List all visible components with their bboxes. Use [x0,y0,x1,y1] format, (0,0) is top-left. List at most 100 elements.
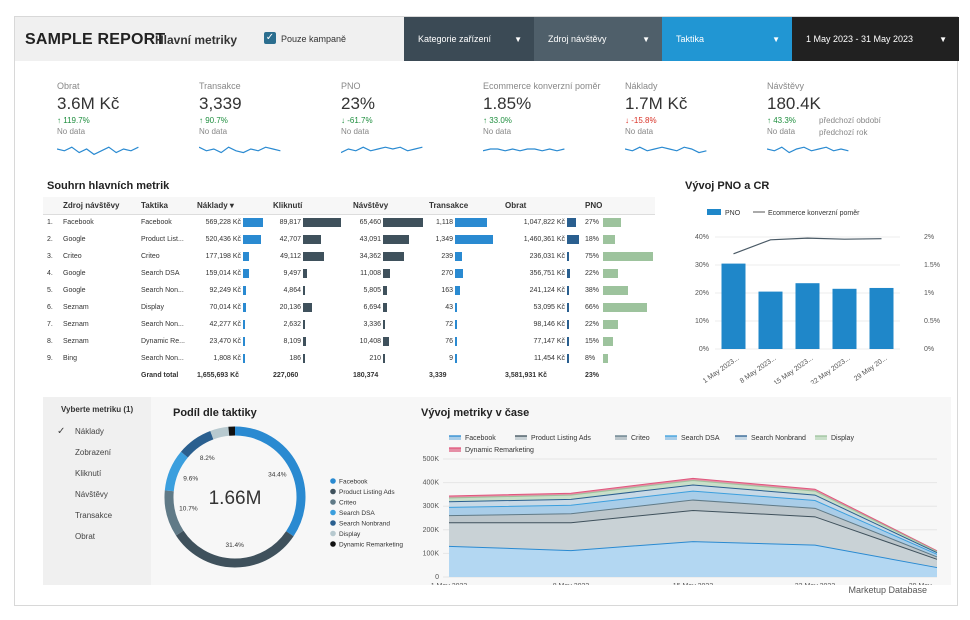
vis-cell: 5,805 [353,282,429,299]
vis-bar [383,303,388,312]
table-row[interactable]: 8. Seznam Dynamic Re... 23,470 Kč 8,109 10,40… [43,333,655,350]
sparkline-line [57,146,139,156]
metric-option[interactable]: Zobrazení [75,448,111,457]
area-series [449,491,937,557]
column-header: Transakce [429,197,505,215]
kpi-card: Transakce 3,339 ↑ 90.7% No data [199,81,339,160]
report-title: SAMPLE REPORT [25,31,166,48]
device-category-filter[interactable]: Kategorie zařízení ▼ [404,17,534,61]
area-series [449,510,937,568]
table-row[interactable]: 4. Google Search DSA 159,014 Kč 9,497 11,008 2… [43,265,655,282]
area-series-line [448,490,938,555]
total-cost: 1,655,693 Kč [197,372,240,379]
y-tick-label: 100K [423,550,440,557]
sparkline-line [625,146,707,154]
checkmark-icon: ✓ [57,426,66,437]
metric-option-label: Transakce [75,511,113,520]
slice-label: 8.2% [200,455,215,462]
trx-cell: 76 [429,333,505,350]
trx-value: 72 [445,321,453,328]
pno-cell: 27% [585,214,655,231]
y2-tick-label: 2% [924,234,934,241]
rev-bar [567,218,576,228]
y-tick-label: 300K [423,503,440,510]
clk-bar [303,303,312,312]
table-row[interactable]: 1. Facebook Facebook 569,228 Kč 89,817 65,460… [43,214,655,231]
trx-cell: 1,349 [429,231,505,248]
rev-bar [567,354,569,363]
campaign-only-label[interactable]: Pouze kampaně [281,34,347,44]
vis-cell: 6,694 [353,299,429,316]
cost-bar [243,235,262,244]
campaign-only-checkbox[interactable]: ✓ [264,32,276,44]
x-tick-label: 8 May 2023 [553,583,590,585]
cost-cell: 23,470 Kč [197,333,273,350]
rev-cell: 53,095 Kč [505,299,585,316]
pno-cell: 66% [585,299,655,316]
metric-option[interactable]: Kliknutí [75,469,101,478]
tactic-cell: Search Non... [141,321,184,328]
date-range-picker[interactable]: 1 May 2023 - 31 May 2023 ▼ [792,17,959,61]
table-row[interactable]: 2. Google Product List... 520,436 Kč 42,707 4… [43,231,655,248]
vis-value: 6,694 [363,304,381,311]
rev-bar [567,269,570,278]
tactic-filter[interactable]: Taktika ▼ [662,17,792,61]
metric-option[interactable]: Obrat [75,532,95,541]
kpi-note: No data [341,127,370,136]
table-row[interactable]: 7. Seznam Search Non... 42,277 Kč 2,632 3,336… [43,316,655,333]
kpi-label: Náklady [625,81,658,91]
rev-cell: 11,454 Kč [505,350,585,367]
cost-value: 23,470 Kč [209,338,241,345]
vis-cell: 65,460 [353,214,429,231]
sparkline-line [199,146,281,154]
table-row[interactable]: 5. Google Search Non... 92,249 Kč 4,864 5,805… [43,282,655,299]
kpi-sparkline [767,146,849,154]
visit-source-filter[interactable]: Zdroj návštěvy ▼ [534,17,662,61]
tactic-cell: Search Non... [141,287,184,294]
cost-bar [243,286,247,295]
rev-value: 1,047,822 Kč [523,219,565,227]
kpi-note: No data [767,127,796,136]
cost-bar [243,354,245,363]
metric-option-label: Návštěvy [75,490,108,499]
kpi-sparkline [341,146,423,154]
tactic-cell: Search DSA [141,270,180,277]
metric-option[interactable]: Návštěvy [75,490,108,499]
vis-bar [383,354,385,363]
clk-value: 186 [289,355,301,362]
column-header: Taktika [141,197,197,215]
table-row[interactable]: 9. Bing Search Non... 1,808 Kč 186 210 9 11,454… [43,350,655,367]
legend-label: Search Nonbrand [751,435,806,442]
sparkline-line [341,146,423,154]
rev-value: 241,124 Kč [529,287,565,294]
clk-value: 8,109 [283,338,301,345]
kpi-value: 3,339 [199,94,242,113]
cost-value: 159,014 Kč [205,270,241,277]
source-cell: Seznam [63,304,89,311]
metric-option-label: Náklady [75,427,104,436]
vis-value: 5,805 [363,287,381,294]
kpi-note: No data [625,127,654,136]
legend-label: Facebook [465,435,496,442]
area-series [449,480,937,553]
clk-cell: 20,136 [273,299,353,316]
trx-value: 9 [449,355,453,362]
pno-bar [603,235,615,244]
clk-cell: 9,497 [273,265,353,282]
time-trend-area-chart: Facebook Product Listing Ads Criteo Search … [423,435,938,585]
rev-cell: 1,460,361 Kč [505,231,585,248]
top-bar: SAMPLE REPORT Hlavní metriky ✓ Pouze kam… [15,17,959,61]
metric-option[interactable]: Transakce [75,511,112,520]
legend-label: Facebook [339,479,368,486]
table-row[interactable]: 3. Criteo Criteo 177,198 Kč 49,112 34,362 239 2… [43,248,655,265]
y-tick-label: 40% [695,234,709,241]
metric-option[interactable]: ✓ Náklady [57,426,104,437]
clk-cell: 4,864 [273,282,353,299]
data-source-label: Marketup Database [848,585,927,595]
legend-label: Product Listing Ads [339,489,395,496]
pno-bar [603,218,621,228]
legend-label: Search Nonbrand [339,521,390,528]
table-row[interactable]: 6. Seznam Display 70,014 Kč 20,136 6,694 43 53,… [43,299,655,316]
cost-value: 520,436 Kč [205,236,241,243]
column-header[interactable]: Náklady ▾ [197,197,273,215]
